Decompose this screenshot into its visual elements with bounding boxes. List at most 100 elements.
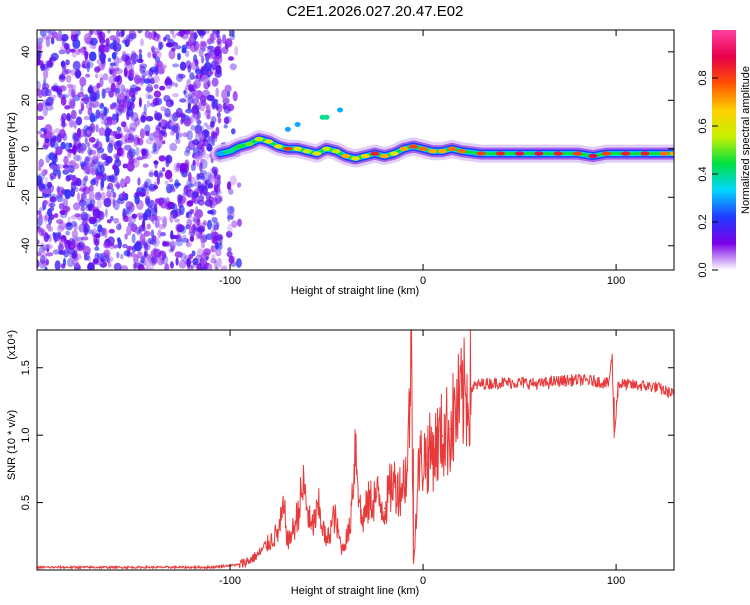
noise-blob [45, 234, 50, 240]
noise-blob [150, 256, 158, 264]
noise-blob [216, 103, 223, 113]
noise-blob [186, 78, 191, 88]
noise-blob [73, 120, 77, 129]
noise-blob [44, 266, 48, 270]
noise-blob [106, 256, 114, 263]
noise-blob [159, 41, 164, 49]
noise-blob [147, 51, 152, 58]
noise-blob [84, 137, 88, 145]
noise-blob [136, 156, 144, 161]
noise-blob [195, 232, 200, 241]
noise-blob [58, 203, 65, 210]
noise-blob [160, 106, 167, 112]
signal-point [588, 153, 598, 159]
noise-blob [128, 30, 133, 37]
noise-blob [146, 223, 151, 230]
noise-blob [86, 129, 91, 135]
noise-blob [118, 99, 126, 109]
noise-blob [105, 37, 110, 47]
noise-blob [137, 138, 144, 146]
noise-blob [185, 241, 192, 248]
signal-point [573, 151, 582, 156]
noise-blob [159, 85, 166, 91]
snr-x-ticks: -100 0 100 [219, 330, 625, 587]
noise-blob [73, 163, 80, 170]
noise-blob [213, 224, 220, 231]
noise-blob [114, 158, 122, 168]
noise-blob [95, 124, 99, 133]
noise-blob [211, 139, 215, 146]
noise-blob [152, 97, 160, 106]
noise-blob [44, 176, 49, 186]
noise-blob [100, 178, 105, 189]
snr-y-tick-label: 1.0 [20, 428, 32, 443]
noise-blob [143, 181, 149, 189]
signal-point [447, 146, 457, 151]
noise-blob [162, 241, 170, 247]
noise-blob [156, 175, 160, 186]
noise-blob [88, 51, 97, 62]
noise-blob [202, 89, 211, 98]
noise-blob [137, 30, 143, 34]
noise-blob [71, 48, 77, 58]
noise-blob [189, 235, 195, 242]
noise-blob [155, 114, 162, 120]
noise-blob [37, 42, 42, 52]
colorbar-tick-label: 0.4 [697, 166, 709, 181]
noise-blob [172, 63, 180, 68]
noise-blob [52, 249, 61, 255]
noise-blob [158, 155, 166, 162]
noise-blob [175, 137, 181, 144]
noise-blob [143, 250, 148, 258]
noise-blob [113, 262, 122, 270]
noise-blob [124, 233, 128, 240]
noise-blob [153, 31, 157, 38]
noise-blob [37, 216, 43, 227]
noise-blob [80, 84, 84, 95]
noise-blob [189, 72, 195, 80]
noise-blob [59, 213, 68, 219]
noise-blob [187, 30, 195, 35]
signal-point [428, 149, 438, 154]
noise-blob [191, 195, 196, 204]
noise-blob [124, 95, 129, 100]
noise-blob [92, 158, 100, 165]
noise-blob [96, 147, 105, 154]
noise-blob [131, 94, 136, 102]
noise-blob [208, 71, 214, 76]
noise-blob [87, 147, 93, 157]
spectrogram-y-tick-label: 40 [20, 46, 32, 58]
signal-point [341, 153, 351, 159]
noise-blob [56, 194, 64, 203]
signal-point [283, 146, 293, 151]
signal-point [322, 146, 331, 151]
noise-blob [192, 159, 196, 166]
noise-blob [206, 30, 210, 34]
noise-blob [126, 110, 130, 121]
noise-blob [175, 164, 180, 172]
signal-point [273, 144, 283, 149]
noise-blob [164, 107, 171, 118]
noise-blob [229, 63, 237, 71]
snr-x-tick-label: 0 [420, 575, 426, 587]
signal-point [515, 151, 525, 156]
noise-blob [65, 59, 70, 66]
noise-blob [209, 32, 215, 43]
noise-blob [73, 262, 80, 268]
noise-blob [47, 208, 53, 217]
noise-blob [205, 256, 209, 261]
noise-blob [200, 266, 207, 270]
noise-blob [130, 52, 139, 63]
noise-blob [161, 167, 166, 172]
noise-blob [178, 132, 183, 138]
noise-blob [143, 212, 148, 221]
noise-blob [97, 253, 104, 260]
noise-blob [53, 153, 58, 160]
noise-blob [74, 213, 81, 218]
noise-blob [108, 228, 116, 234]
noise-blob [51, 37, 55, 45]
noise-blob [58, 49, 66, 55]
noise-blob [231, 128, 236, 135]
noise-blob [180, 30, 186, 34]
noise-blob [107, 57, 112, 63]
